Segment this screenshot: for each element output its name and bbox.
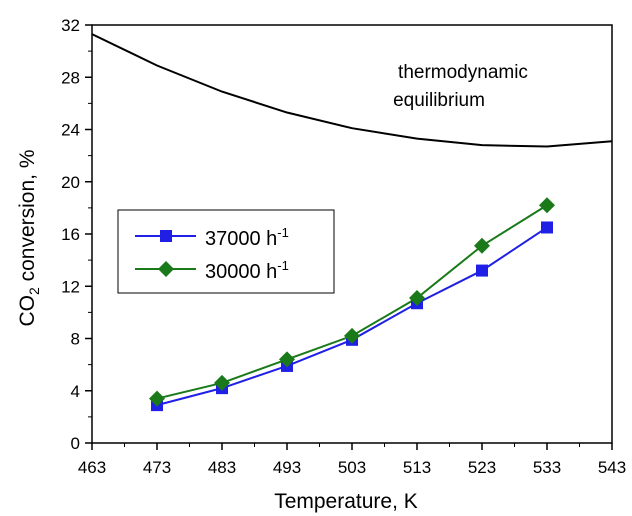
tick-labels: 463 473 483 493 503 513 523 533 543 0 4 8 12 16 20 24 28… <box>61 16 626 477</box>
y-tick-label: 12 <box>61 277 80 296</box>
legend-box <box>117 209 335 294</box>
data-point-series-1 <box>539 197 555 214</box>
legend: 37000 h-1 30000 h-1 <box>117 209 335 294</box>
y-tick-label: 4 <box>71 382 80 401</box>
legend-label-30000-sup: -1 <box>277 258 289 273</box>
axis-ticks <box>85 24 613 450</box>
legend-label-37000-base: 37000 h <box>205 228 277 250</box>
legend-label-37000-sup: -1 <box>277 225 289 240</box>
x-tick-label: 533 <box>533 458 561 477</box>
legend-swatches <box>135 230 196 277</box>
legend-label-30000: 30000 h-1 <box>205 258 289 283</box>
y-tick-label: 28 <box>61 68 80 87</box>
x-tick-label: 463 <box>78 458 106 477</box>
data-point-series-1 <box>474 237 490 254</box>
data-point-series-1 <box>279 351 295 368</box>
y-tick-label: 0 <box>71 434 80 453</box>
data-point-series-1 <box>214 374 230 391</box>
data-markers <box>149 197 555 412</box>
y-tick-label: 24 <box>61 121 80 140</box>
x-tick-label: 473 <box>143 458 171 477</box>
annotation-line-2: equilibrium <box>393 90 485 111</box>
data-point-series-1 <box>409 290 425 307</box>
data-point-series-0 <box>541 221 553 234</box>
legend-label-37000: 37000 h-1 <box>205 225 289 250</box>
data-point-series-1 <box>149 390 165 407</box>
y-axis-title: CO2 conversion, % <box>16 149 42 326</box>
y-tick-label: 32 <box>61 16 80 35</box>
x-axis-title: Temperature, K <box>274 490 418 513</box>
legend-label-30000-base: 30000 h <box>205 261 277 283</box>
x-tick-label: 483 <box>208 458 236 477</box>
y-tick-label: 16 <box>61 225 80 244</box>
y-axis-title-rest: conversion, % <box>16 149 39 287</box>
y-tick-label: 8 <box>71 330 80 349</box>
x-tick-label: 523 <box>468 458 496 477</box>
equilibrium-curve <box>91 33 613 148</box>
x-tick-label: 493 <box>273 458 301 477</box>
x-tick-label: 513 <box>403 458 431 477</box>
x-tick-label: 543 <box>598 458 626 477</box>
y-axis-title-main: CO <box>16 295 39 327</box>
data-point-series-0 <box>476 264 488 277</box>
legend-marker-0 <box>160 230 172 242</box>
y-axis-title-sub: 2 <box>26 287 42 295</box>
legend-marker-1 <box>158 261 174 277</box>
annotation-line-1: thermodynamic <box>398 62 528 83</box>
x-tick-label: 503 <box>338 458 366 477</box>
data-point-series-1 <box>344 327 360 344</box>
y-tick-label: 20 <box>61 173 80 192</box>
